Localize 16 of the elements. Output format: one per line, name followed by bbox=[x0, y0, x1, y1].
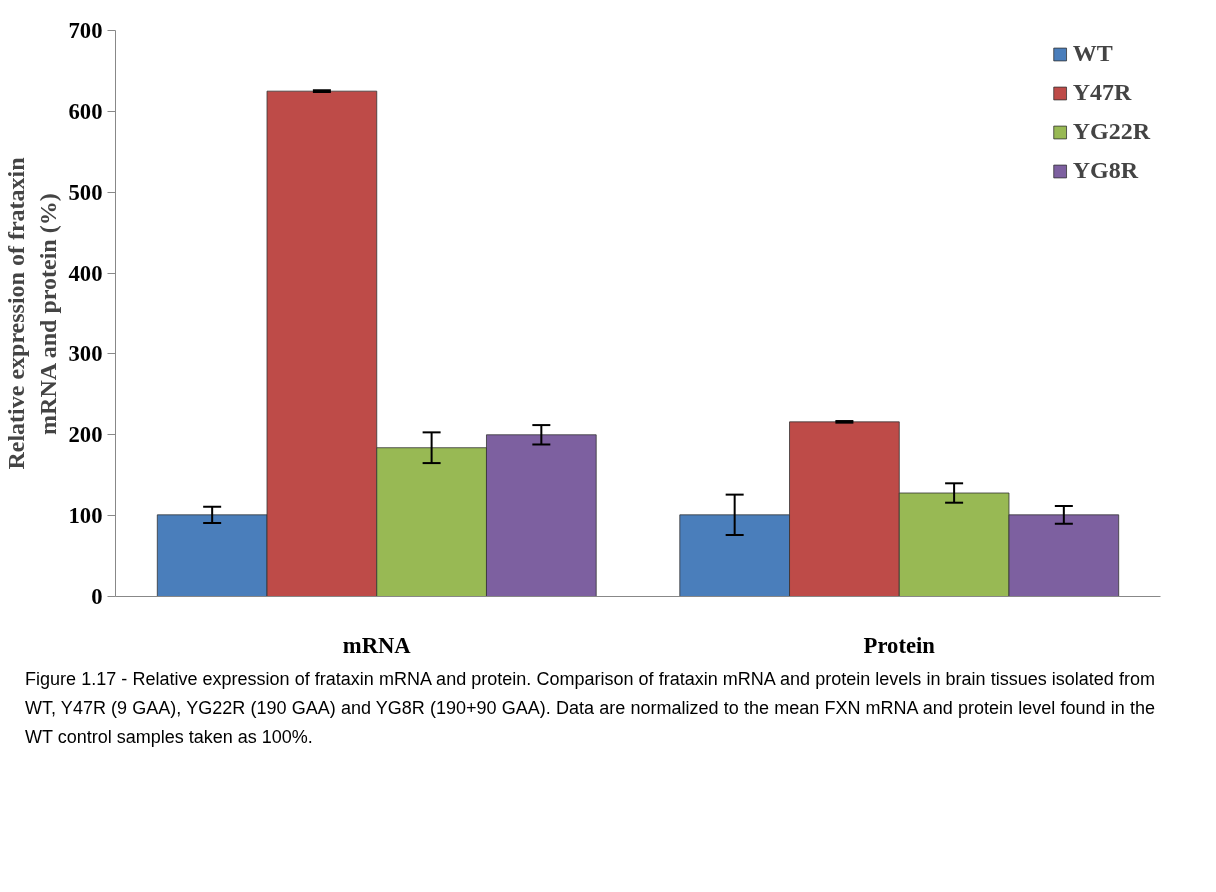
y-tick-label: 200 bbox=[68, 422, 103, 448]
y-tick-label: 0 bbox=[91, 584, 103, 609]
y-tick-label: 300 bbox=[68, 341, 103, 367]
caption: Figure 1.17 - Relative expression of frataxin mRNA and protein. Comparison of frataxin mRNA and protein levels in brain tissues isolated from WT, Y47R (9 GAA), YG22R (190 GAA) and YG8R (190+90 GAA). Data are normalized to the mean FXN mRNA and protein level found in the WT control samples taken as 100%. bbox=[24, 668, 1155, 749]
legend-label: WT bbox=[1072, 40, 1113, 67]
y-tick-label: 100 bbox=[68, 503, 103, 529]
legend-label: Y47R bbox=[1072, 79, 1132, 106]
y-tick-label: 500 bbox=[68, 179, 103, 205]
y-tick-label: 700 bbox=[68, 18, 103, 43]
y-axis-title: Relative expression of frataxin mRNA and protein (%) bbox=[3, 157, 61, 470]
legend-label: YG8R bbox=[1072, 157, 1138, 184]
y-tick-label: 600 bbox=[68, 98, 103, 124]
legend-label: YG22R bbox=[1072, 118, 1150, 145]
y-tick-label: 400 bbox=[68, 260, 103, 286]
x-tick-label: mRNA bbox=[342, 632, 412, 658]
x-tick-label: Protein bbox=[863, 632, 936, 658]
